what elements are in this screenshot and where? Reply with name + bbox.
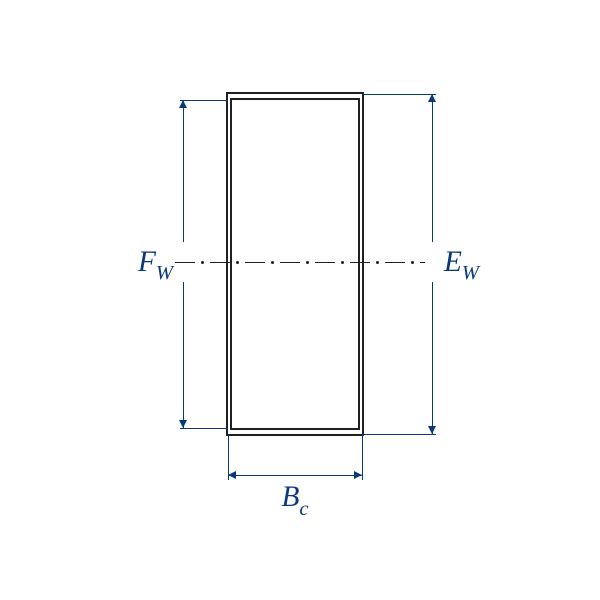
centerline-dash <box>420 262 425 263</box>
centerline-dash <box>280 262 300 263</box>
dim-ew-label-main: E <box>444 246 462 278</box>
dim-arrow-up <box>179 100 187 108</box>
dim-bc-line <box>228 475 362 476</box>
centerline-dot <box>306 261 309 264</box>
centerline-dot <box>341 261 344 264</box>
dim-ew-label: EW <box>444 246 479 284</box>
dim-fw-label-sub: W <box>156 262 173 284</box>
centerline-dot <box>201 261 204 264</box>
dim-ew-ext-top <box>362 94 436 95</box>
centerline-dash <box>245 262 265 263</box>
dim-fw-line-top <box>183 100 184 242</box>
dim-fw-ext-bot <box>180 428 228 429</box>
dim-fw-ext-top <box>180 100 228 101</box>
dim-fw-line-bot <box>183 282 184 428</box>
dim-arrow-down <box>179 420 187 428</box>
dim-bc-label-main: B <box>281 481 299 513</box>
centerline-dot <box>271 261 274 264</box>
dim-arrow-left <box>228 471 236 479</box>
dim-arrow-right <box>354 471 362 479</box>
centerline-dash <box>175 262 195 263</box>
dim-ew-label-sub: W <box>462 262 479 284</box>
diagram-canvas: FWEWBc <box>0 0 600 600</box>
centerline-dot <box>411 261 414 264</box>
dim-ew-line-top <box>432 94 433 242</box>
dim-arrow-down <box>428 426 436 434</box>
dim-ew-ext-bot <box>362 434 436 435</box>
dim-ew-line-bot <box>432 282 433 434</box>
centerline-dot <box>236 261 239 264</box>
dim-fw-label-main: F <box>138 246 156 278</box>
centerline-dash <box>350 262 370 263</box>
bearing-inner-rect <box>230 98 360 430</box>
centerline-dash <box>315 262 335 263</box>
centerline-dot <box>376 261 379 264</box>
centerline-dash <box>210 262 230 263</box>
dim-bc-label: Bc <box>281 481 308 519</box>
dim-fw-label: FW <box>138 246 173 284</box>
dim-arrow-up <box>428 94 436 102</box>
dim-bc-label-sub: c <box>299 498 308 520</box>
centerline-dash <box>385 262 405 263</box>
